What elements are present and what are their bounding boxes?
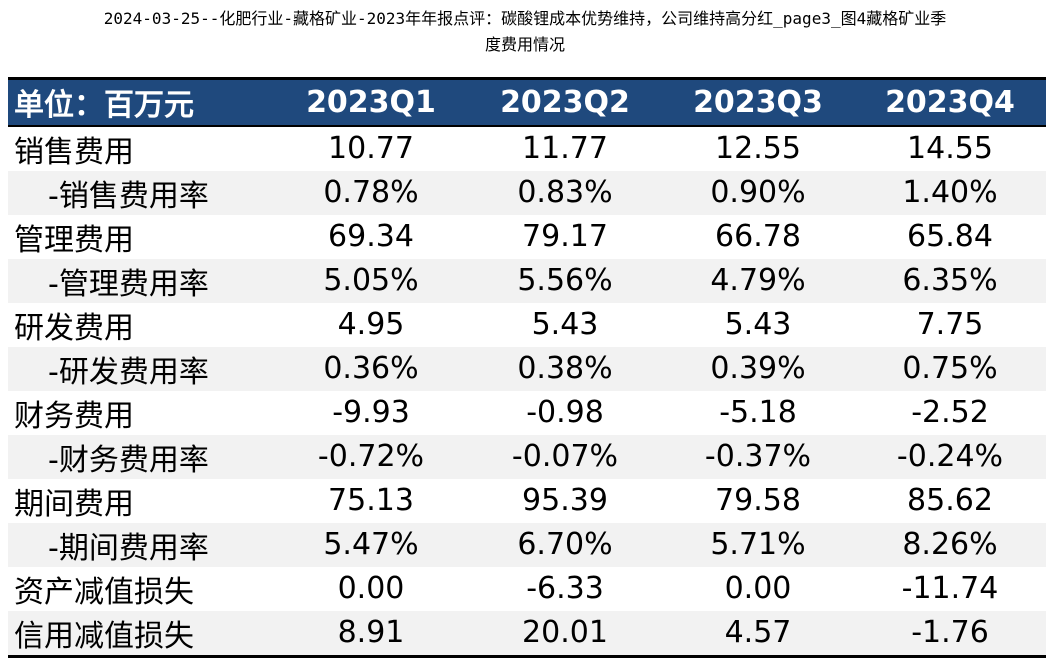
table-cell: -0.37% <box>704 439 812 474</box>
table-cell: 79.17 <box>522 219 608 254</box>
row-label: -期间费用率 <box>48 530 209 566</box>
table-cell: -2.52 <box>911 395 989 430</box>
table-row: 信用减值损失 8.91 20.01 4.57 -1.76 <box>8 610 1046 658</box>
quarter-header: 2023Q1 <box>274 77 468 127</box>
quarter-header: 2023Q4 <box>854 77 1046 127</box>
table-cell: 20.01 <box>468 610 662 658</box>
table-cell: 79.58 <box>715 483 801 518</box>
table-cell: 5.56% <box>517 263 613 298</box>
table-cell: 8.26% <box>902 527 998 562</box>
row-label: 管理费用 <box>14 222 134 258</box>
table-cell: 4.95 <box>337 307 405 342</box>
row-label: 信用减值损失 <box>8 610 274 658</box>
table-cell: 0.75% <box>902 351 998 386</box>
row-label: 期间费用 <box>14 486 134 522</box>
table-cell: 6.70% <box>517 527 613 562</box>
expense-table-container: 单位：百万元 2023Q1 2023Q2 2023Q3 2023Q4 销售费用 1… <box>8 77 1046 658</box>
table-row: -期间费用率 5.47% 6.70% 5.71% 8.26% <box>8 522 1046 567</box>
caption-line-1: 2024-03-25--化肥行业-藏格矿业-2023年年报点评：碳酸锂成本优势维… <box>103 9 947 28</box>
table-cell: 95.39 <box>522 483 608 518</box>
row-label: 销售费用 <box>14 134 134 170</box>
table-cell: 0.00 <box>337 571 405 606</box>
table-cell: 0.39% <box>710 351 806 386</box>
table-cell: 5.43 <box>724 307 792 342</box>
quarterly-expense-table: 单位：百万元 2023Q1 2023Q2 2023Q3 2023Q4 销售费用 1… <box>8 77 1046 658</box>
table-cell: 0.83% <box>517 175 613 210</box>
table-cell: 5.71% <box>710 527 806 562</box>
table-row: -财务费用率 -0.72% -0.07% -0.37% -0.24% <box>8 434 1046 479</box>
table-cell: 0.00 <box>724 571 792 606</box>
row-label: 财务费用 <box>14 398 134 434</box>
table-cell: 0.78% <box>323 175 419 210</box>
row-label: 研发费用 <box>14 310 134 346</box>
unit-header: 单位：百万元 <box>8 77 274 127</box>
table-cell: -6.33 <box>526 571 604 606</box>
table-cell: 75.13 <box>328 483 414 518</box>
table-cell: -0.72% <box>317 439 425 474</box>
figure-caption: 2024-03-25--化肥行业-藏格矿业-2023年年报点评：碳酸锂成本优势维… <box>0 6 1050 58</box>
table-row: -销售费用率 0.78% 0.83% 0.90% 1.40% <box>8 170 1046 215</box>
table-cell: 12.55 <box>715 131 801 166</box>
table-cell: -11.74 <box>901 571 999 606</box>
table-cell: 11.77 <box>522 131 608 166</box>
table-cell: -0.24% <box>896 439 1004 474</box>
row-label: -销售费用率 <box>48 178 209 214</box>
table-cell: 69.34 <box>328 219 414 254</box>
table-row: 资产减值损失 0.00 -6.33 0.00 -11.74 <box>8 567 1046 611</box>
row-label: 资产减值损失 <box>14 574 194 610</box>
table-cell: -1.76 <box>854 610 1046 658</box>
table-cell: 5.05% <box>323 263 419 298</box>
quarter-header: 2023Q3 <box>662 77 854 127</box>
table-row: -研发费用率 0.36% 0.38% 0.39% 0.75% <box>8 346 1046 391</box>
table-row: 期间费用 75.13 95.39 79.58 85.62 <box>8 479 1046 523</box>
table-cell: -9.93 <box>332 395 410 430</box>
table-cell: 4.79% <box>710 263 806 298</box>
table-cell: 4.57 <box>662 610 854 658</box>
table-cell: -0.98 <box>526 395 604 430</box>
table-header-row: 单位：百万元 2023Q1 2023Q2 2023Q3 2023Q4 <box>8 77 1046 127</box>
table-cell: 10.77 <box>328 131 414 166</box>
table-cell: 5.43 <box>531 307 599 342</box>
table-cell: 14.55 <box>907 131 993 166</box>
table-cell: 7.75 <box>916 307 984 342</box>
table-row: 研发费用 4.95 5.43 5.43 7.75 <box>8 303 1046 347</box>
table-cell: 5.47% <box>323 527 419 562</box>
table-row: 管理费用 69.34 79.17 66.78 65.84 <box>8 215 1046 259</box>
table-body: 销售费用 10.77 11.77 12.55 14.55 -销售费用率 0.78% 0.83%… <box>8 126 1046 658</box>
table-cell: -5.18 <box>719 395 797 430</box>
table-cell: 8.91 <box>274 610 468 658</box>
caption-line-2: 度费用情况 <box>484 35 565 54</box>
table-row: 销售费用 10.77 11.77 12.55 14.55 <box>8 126 1046 171</box>
row-label: -管理费用率 <box>48 266 209 302</box>
table-cell: 0.38% <box>517 351 613 386</box>
table-cell: 1.40% <box>902 175 998 210</box>
table-row: 财务费用 -9.93 -0.98 -5.18 -2.52 <box>8 391 1046 435</box>
table-row: -管理费用率 5.05% 5.56% 4.79% 6.35% <box>8 258 1046 303</box>
table-cell: 6.35% <box>902 263 998 298</box>
table-cell: 65.84 <box>907 219 993 254</box>
row-label: -财务费用率 <box>48 442 209 478</box>
table-cell: 0.36% <box>323 351 419 386</box>
row-label: -研发费用率 <box>48 354 209 390</box>
table-cell: -0.07% <box>511 439 619 474</box>
table-cell: 66.78 <box>715 219 801 254</box>
table-cell: 85.62 <box>907 483 993 518</box>
table-cell: 0.90% <box>710 175 806 210</box>
quarter-header: 2023Q2 <box>468 77 662 127</box>
